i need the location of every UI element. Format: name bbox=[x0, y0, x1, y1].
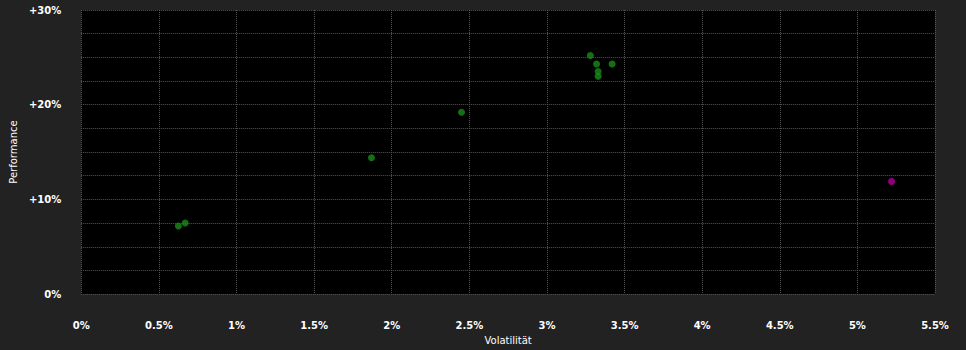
svg-text:0%: 0% bbox=[73, 320, 90, 331]
svg-text:Volatilität: Volatilität bbox=[484, 335, 531, 346]
svg-text:+30%: +30% bbox=[29, 5, 61, 16]
svg-text:5%: 5% bbox=[849, 320, 866, 331]
svg-text:0.5%: 0.5% bbox=[145, 320, 173, 331]
svg-text:Performance: Performance bbox=[8, 120, 19, 183]
svg-text:3%: 3% bbox=[538, 320, 555, 331]
svg-text:1%: 1% bbox=[228, 320, 245, 331]
svg-text:3.5%: 3.5% bbox=[611, 320, 639, 331]
svg-text:5.5%: 5.5% bbox=[921, 320, 949, 331]
svg-text:1.5%: 1.5% bbox=[300, 320, 328, 331]
svg-text:+20%: +20% bbox=[29, 99, 61, 110]
svg-text:4%: 4% bbox=[694, 320, 711, 331]
svg-text:2%: 2% bbox=[383, 320, 400, 331]
svg-text:4.5%: 4.5% bbox=[766, 320, 794, 331]
svg-text:2.5%: 2.5% bbox=[455, 320, 483, 331]
svg-text:+10%: +10% bbox=[29, 194, 61, 205]
svg-text:0%: 0% bbox=[44, 289, 61, 300]
